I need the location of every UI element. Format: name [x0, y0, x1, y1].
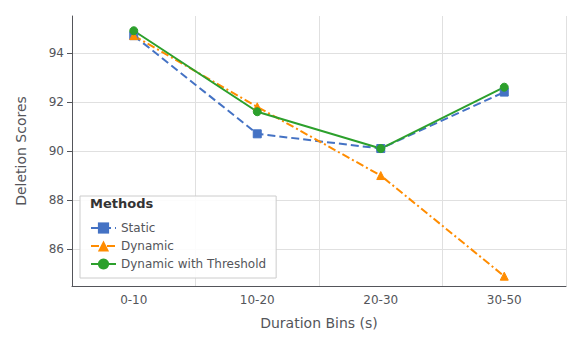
svg-text:Methods: Methods: [90, 196, 153, 211]
svg-text:10-20: 10-20: [240, 293, 275, 307]
svg-text:Duration Bins (s): Duration Bins (s): [260, 315, 378, 331]
svg-text:Static: Static: [121, 221, 155, 235]
svg-text:94: 94: [49, 46, 64, 60]
svg-text:Deletion Scores: Deletion Scores: [13, 96, 29, 206]
svg-text:92: 92: [49, 95, 64, 109]
svg-text:20-30: 20-30: [363, 293, 398, 307]
svg-text:30-50: 30-50: [487, 293, 522, 307]
svg-text:86: 86: [49, 242, 64, 256]
svg-text:90: 90: [49, 144, 64, 158]
svg-text:88: 88: [49, 193, 64, 207]
svg-text:0-10: 0-10: [120, 293, 147, 307]
svg-text:Dynamic with Threshold: Dynamic with Threshold: [121, 257, 266, 271]
svg-text:Dynamic: Dynamic: [121, 239, 174, 253]
